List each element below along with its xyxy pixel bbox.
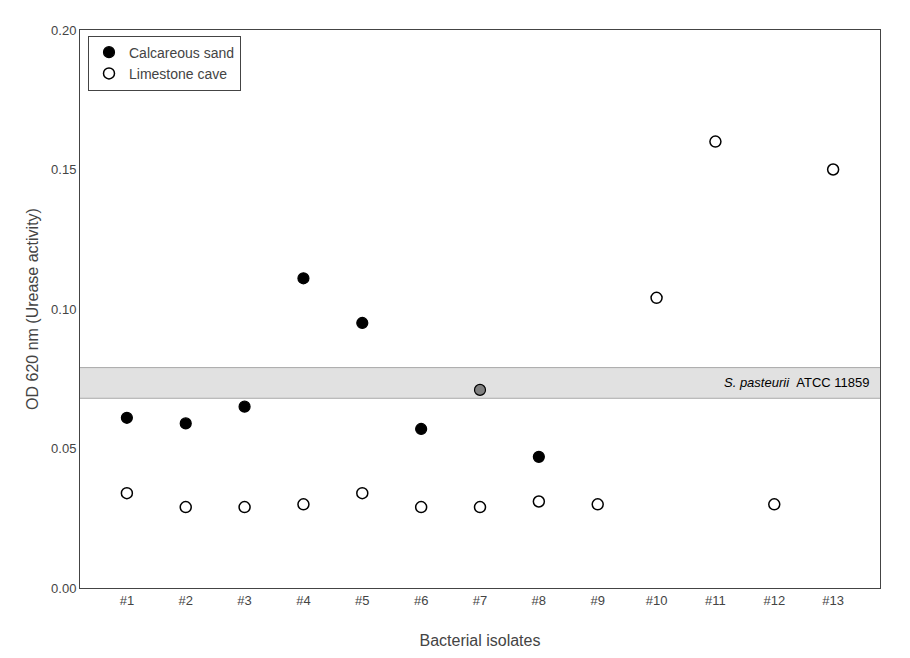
svg-text:#1: #1	[120, 593, 134, 608]
svg-text:#13: #13	[822, 593, 844, 608]
svg-text:#11: #11	[705, 593, 726, 608]
svg-text:#7: #7	[473, 593, 487, 608]
svg-text:0.05: 0.05	[51, 441, 76, 456]
svg-text:Calcareous sand: Calcareous sand	[129, 45, 234, 61]
svg-text:0.00: 0.00	[51, 581, 76, 596]
svg-text:0.20: 0.20	[51, 23, 76, 38]
svg-text:0.15: 0.15	[51, 162, 76, 177]
svg-text:#8: #8	[532, 593, 546, 608]
svg-text:#2: #2	[178, 593, 192, 608]
svg-text:S. pasteurii ATCC 11859: S. pasteurii ATCC 11859	[724, 375, 870, 390]
svg-text:#10: #10	[646, 593, 668, 608]
svg-text:#4: #4	[296, 593, 310, 608]
svg-text:#12: #12	[763, 593, 785, 608]
svg-text:#3: #3	[237, 593, 251, 608]
svg-text:Bacterial isolates: Bacterial isolates	[420, 632, 541, 649]
svg-text:Limestone cave: Limestone cave	[129, 66, 227, 82]
svg-text:#6: #6	[414, 593, 428, 608]
svg-text:#9: #9	[590, 593, 604, 608]
svg-text:#5: #5	[355, 593, 369, 608]
svg-text:0.10: 0.10	[51, 302, 76, 317]
svg-text:OD 620 nm (Urease activity): OD 620 nm (Urease activity)	[24, 208, 41, 410]
